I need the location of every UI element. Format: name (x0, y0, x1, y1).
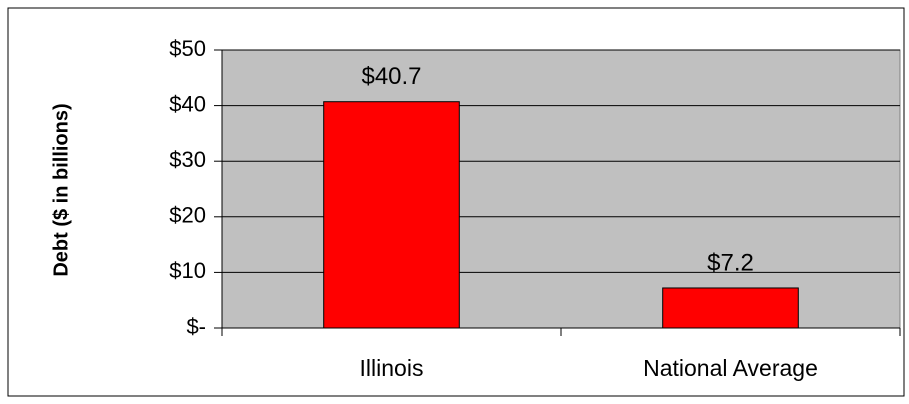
bar (323, 101, 460, 329)
x-tick-label: National Average (643, 355, 818, 381)
x-tick-label: Illinois (360, 355, 424, 381)
data-label: $7.2 (707, 249, 754, 276)
y-tick-label: $30 (169, 147, 206, 172)
y-tick-label: $40 (169, 91, 206, 116)
y-tick-label: $- (186, 314, 206, 339)
data-label: $40.7 (361, 63, 421, 90)
y-tick-label: $20 (169, 203, 206, 228)
y-axis-title: Debt ($ in billions) (50, 103, 72, 276)
bar (662, 287, 799, 329)
y-tick-label: $50 (169, 36, 206, 61)
y-tick-label: $10 (169, 258, 206, 283)
